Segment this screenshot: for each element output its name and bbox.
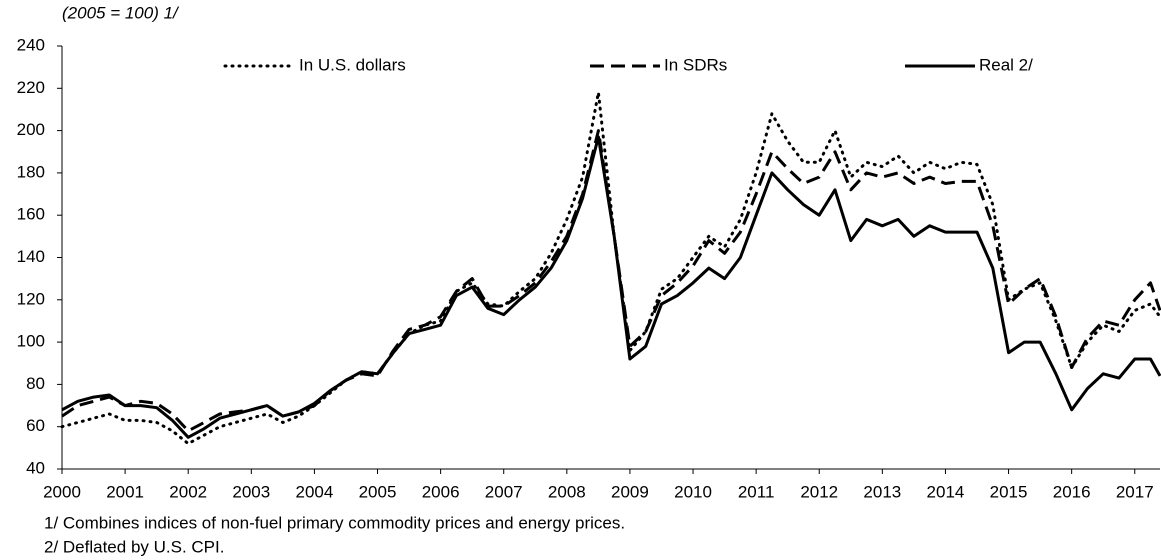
legend-label: In SDRs [664, 55, 727, 74]
x-tick-label: 2013 [863, 482, 901, 501]
x-tick-label: 2000 [43, 482, 81, 501]
x-tick-label: 2015 [990, 482, 1028, 501]
x-tick-label: 2017 [1116, 482, 1154, 501]
y-tick-label: 200 [17, 120, 45, 139]
y-tick-label: 140 [17, 247, 45, 266]
footnote: 2/ Deflated by U.S. CPI. [44, 537, 224, 556]
footnote: 1/ Combines indices of non-fuel primary … [44, 513, 625, 532]
x-tick-label: 2003 [232, 482, 270, 501]
x-tick-label: 2007 [485, 482, 523, 501]
x-tick-label: 2016 [1053, 482, 1091, 501]
legend-label: In U.S. dollars [299, 55, 406, 74]
x-tick-label: 2010 [674, 482, 712, 501]
y-tick-label: 80 [26, 374, 45, 393]
x-tick-label: 2011 [738, 482, 775, 501]
x-tick-label: 2012 [800, 482, 838, 501]
x-tick-label: 2006 [422, 482, 460, 501]
series-line [61, 135, 1161, 439]
series-line [61, 129, 1161, 433]
y-tick-label: 240 [17, 35, 45, 54]
y-tick-label: 160 [17, 205, 45, 224]
x-tick-label: 2008 [548, 482, 586, 501]
x-tick-label: 2009 [611, 482, 649, 501]
legend-label: Real 2/ [979, 55, 1033, 74]
x-tick-label: 2014 [927, 482, 965, 501]
x-tick-label: 2001 [106, 482, 144, 501]
series-line [60, 91, 1161, 446]
y-tick-label: 40 [26, 458, 45, 477]
x-tick-label: 2002 [169, 482, 207, 501]
x-tick-label: 2004 [295, 482, 333, 501]
y-tick-label: 180 [17, 162, 45, 181]
y-tick-label: 100 [17, 332, 45, 351]
y-tick-label: 120 [17, 289, 45, 308]
chart-title: (2005 = 100) 1/ [62, 3, 180, 22]
y-tick-label: 60 [26, 416, 45, 435]
x-tick-label: 2005 [359, 482, 397, 501]
y-tick-label: 220 [17, 78, 45, 97]
